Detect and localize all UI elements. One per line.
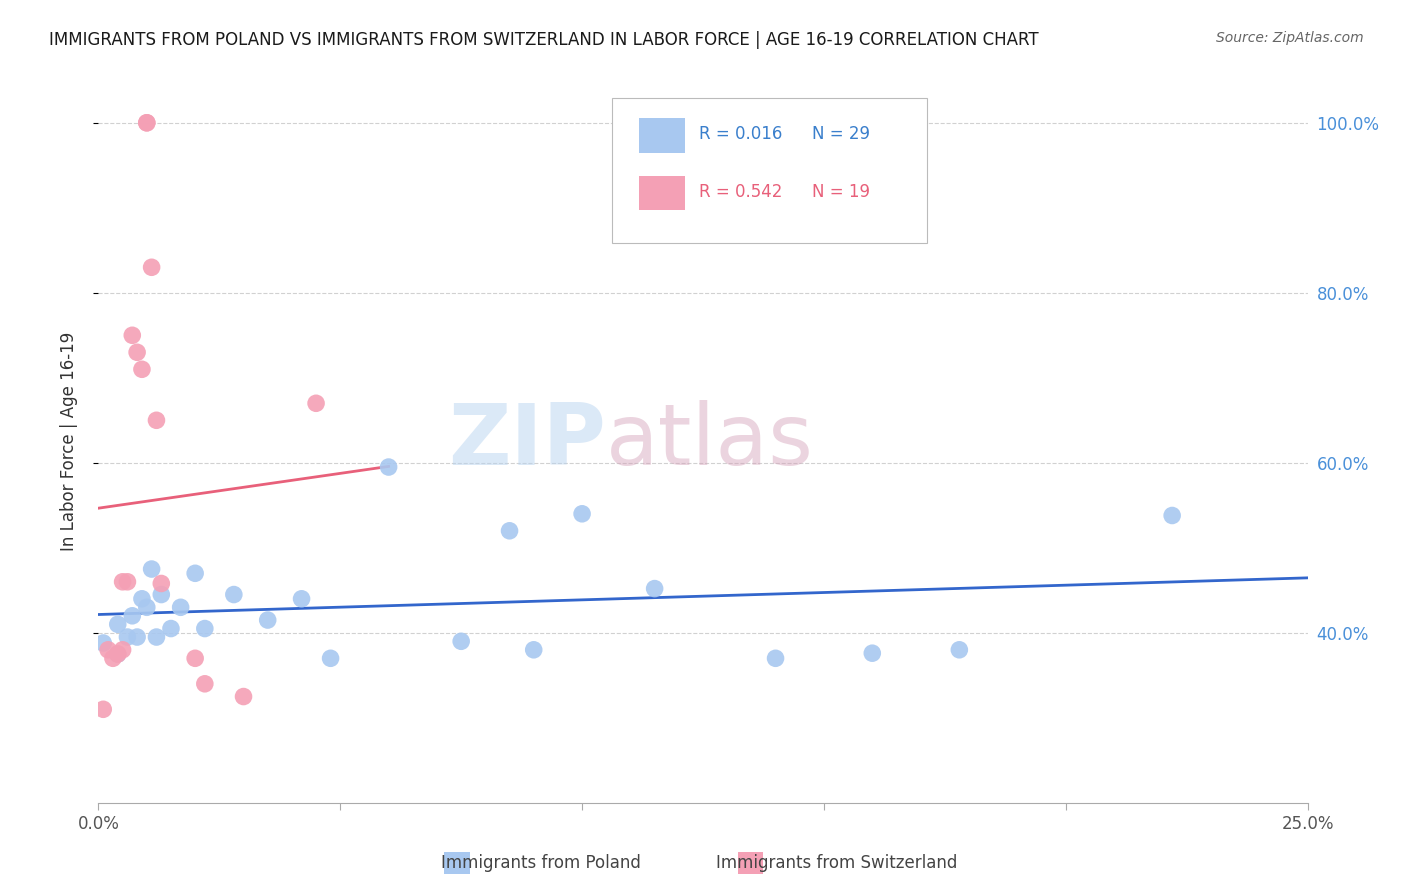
Point (150, 576, 173, 591)
Point (184, 566, 207, 581)
Point (101, 651, 124, 665)
Text: IMMIGRANTS FROM POLAND VS IMMIGRANTS FROM SWITZERLAND IN LABOR FORCE | AGE 16-19: IMMIGRANTS FROM POLAND VS IMMIGRANTS FRO… (49, 31, 1039, 49)
Point (107, 647, 129, 661)
Point (169, 600, 191, 615)
Point (290, 591, 312, 606)
Text: Immigrants from Poland: Immigrants from Poland (441, 855, 641, 872)
Point (194, 622, 217, 636)
Text: R = 0.542: R = 0.542 (699, 183, 783, 202)
Point (97, 642, 120, 657)
Point (127, 630, 149, 644)
Point (232, 690, 254, 704)
Point (135, 116, 157, 130)
Y-axis label: In Labor Force | Age 16-19: In Labor Force | Age 16-19 (59, 332, 77, 551)
Point (91, 636, 114, 650)
Point (160, 622, 183, 636)
Point (111, 642, 134, 657)
Point (256, 613, 278, 627)
Point (305, 396, 328, 410)
Point (91, 702, 114, 716)
Point (184, 651, 207, 665)
Point (145, 413, 167, 427)
Point (1161, 508, 1184, 523)
Point (141, 562, 163, 576)
Point (107, 617, 129, 632)
Point (319, 651, 342, 665)
Point (222, 588, 245, 602)
Point (377, 460, 399, 475)
Point (498, 524, 520, 538)
FancyBboxPatch shape (638, 176, 685, 211)
Point (131, 591, 153, 606)
Point (141, 260, 163, 275)
Point (117, 574, 139, 589)
Text: ZIP: ZIP (449, 400, 606, 483)
Point (107, 647, 129, 661)
Point (127, 345, 149, 359)
Point (135, 116, 157, 130)
Point (135, 600, 157, 615)
Point (117, 630, 139, 644)
Text: Immigrants from Switzerland: Immigrants from Switzerland (716, 855, 957, 872)
Text: N = 19: N = 19 (811, 183, 870, 202)
Point (121, 608, 143, 623)
Point (111, 574, 134, 589)
Point (450, 634, 472, 648)
Point (131, 362, 153, 376)
Point (121, 328, 143, 343)
Text: N = 29: N = 29 (811, 126, 870, 144)
Point (644, 582, 666, 596)
Point (194, 677, 217, 691)
Point (860, 646, 883, 660)
Point (765, 651, 787, 665)
Text: atlas: atlas (606, 400, 814, 483)
Point (571, 507, 593, 521)
Point (948, 642, 970, 657)
Text: Source: ZipAtlas.com: Source: ZipAtlas.com (1216, 31, 1364, 45)
Point (150, 588, 173, 602)
Point (145, 630, 167, 644)
FancyBboxPatch shape (613, 98, 927, 243)
Text: R = 0.016: R = 0.016 (699, 126, 783, 144)
FancyBboxPatch shape (638, 118, 685, 153)
Point (523, 642, 546, 657)
